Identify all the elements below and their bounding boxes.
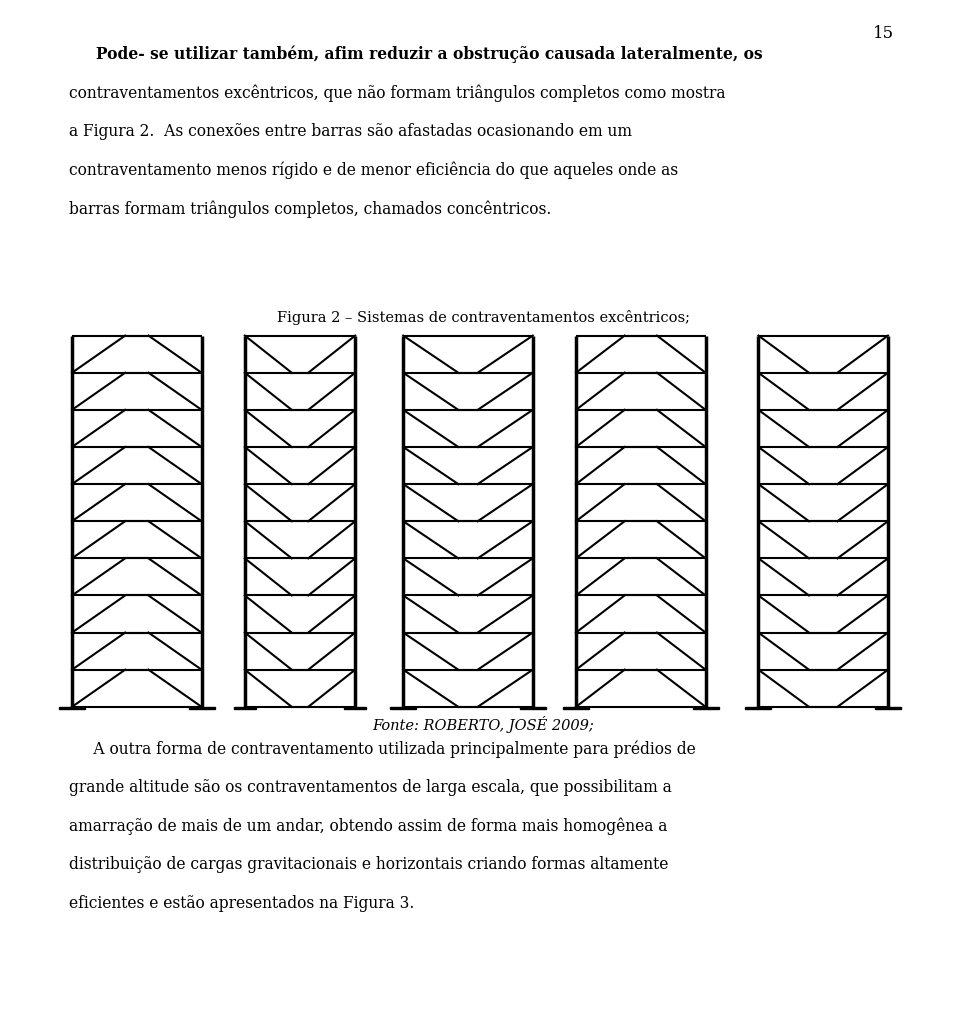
Bar bbox=[563, 707, 589, 710]
Text: contraventamentos excêntricos, que não formam triângulos completos como mostra: contraventamentos excêntricos, que não f… bbox=[69, 84, 726, 102]
Bar bbox=[746, 707, 772, 710]
Bar bbox=[344, 707, 367, 710]
Text: Figura 2 – Sistemas de contraventamentos excêntricos;: Figura 2 – Sistemas de contraventamentos… bbox=[276, 310, 690, 325]
Text: barras formam triângulos completos, chamados concêntricos.: barras formam triângulos completos, cham… bbox=[69, 200, 551, 218]
Bar bbox=[60, 707, 84, 710]
Text: a Figura 2.  As conexões entre barras são afastadas ocasionando em um: a Figura 2. As conexões entre barras são… bbox=[69, 123, 632, 140]
Text: amarração de mais de um andar, obtendo assim de forma mais homogênea a: amarração de mais de um andar, obtendo a… bbox=[69, 818, 667, 835]
Text: Pode- se utilizar também, afim reduzir a obstrução causada lateralmente, os: Pode- se utilizar também, afim reduzir a… bbox=[69, 46, 763, 63]
Bar bbox=[520, 707, 546, 710]
Text: distribuição de cargas gravitacionais e horizontais criando formas altamente: distribuição de cargas gravitacionais e … bbox=[69, 856, 668, 874]
Text: grande altitude são os contraventamentos de larga escala, que possibilitam a: grande altitude são os contraventamentos… bbox=[69, 779, 672, 796]
Bar bbox=[390, 707, 416, 710]
Bar bbox=[234, 707, 255, 710]
Text: 15: 15 bbox=[873, 25, 894, 43]
Bar bbox=[876, 707, 901, 710]
Text: eficientes e estão apresentados na Figura 3.: eficientes e estão apresentados na Figur… bbox=[69, 895, 415, 912]
Text: contraventamento menos rígido e de menor eficiência do que aqueles onde as: contraventamento menos rígido e de menor… bbox=[69, 162, 679, 179]
Text: Fonte: ROBERTO, JOSÉ 2009;: Fonte: ROBERTO, JOSÉ 2009; bbox=[372, 716, 594, 733]
Text: A outra forma de contraventamento utilizada principalmente para prédios de: A outra forma de contraventamento utiliz… bbox=[69, 740, 696, 758]
Bar bbox=[188, 707, 215, 710]
Bar bbox=[693, 707, 718, 710]
